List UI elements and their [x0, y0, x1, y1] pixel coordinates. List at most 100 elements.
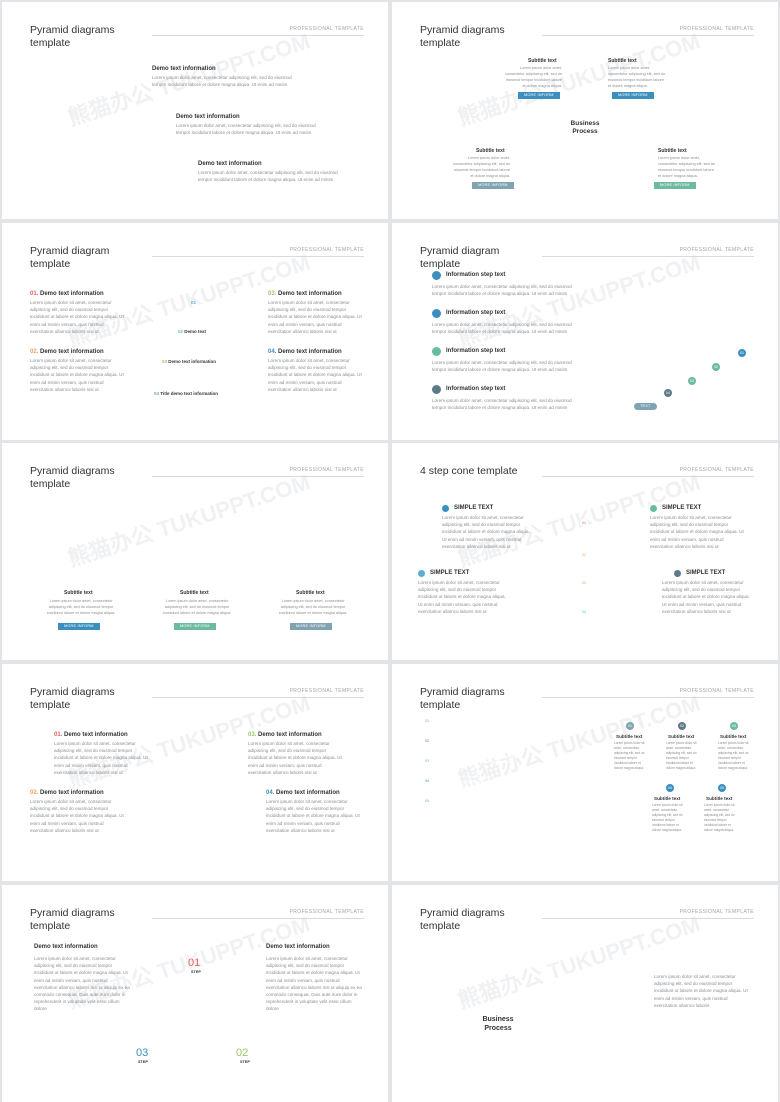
- item-heading: 03. Demo text information: [248, 732, 322, 738]
- simple-body: Lorem ipsum dolor sit amet, consectetur …: [662, 580, 750, 614]
- item-heading: Demo text information: [152, 66, 216, 72]
- more-inform-button[interactable]: MORE INFORM: [654, 182, 696, 189]
- slide-title: Pyramid diagram template: [420, 245, 500, 270]
- more-inform-button[interactable]: MORE INFORM: [58, 623, 100, 630]
- simple-body: Lorem ipsum dolor sit amet, consectetur …: [442, 515, 530, 549]
- item-body: Lorem ipsum dolor amet, consectetur adip…: [176, 123, 316, 136]
- item-body: Lorem ipsum dolor amet, consectetur adip…: [198, 170, 338, 183]
- item-heading: 01. Demo text information: [54, 732, 128, 738]
- bar-number-4: 04: [423, 777, 431, 785]
- slide-2[interactable]: Pyramid diagrams template PROFESSIONAL T…: [392, 2, 778, 219]
- process-number-1: 01: [578, 92, 589, 102]
- more-inform-button[interactable]: MORE INFORM: [612, 92, 654, 99]
- step-number-3: 03: [136, 1047, 149, 1059]
- slide-6[interactable]: 4 step cone template PROFESSIONAL TEMPLA…: [392, 443, 778, 660]
- slide-1[interactable]: Pyramid diagrams template PROFESSIONAL T…: [2, 2, 388, 219]
- bar-number-3: 03: [423, 757, 431, 765]
- template-tag: PROFESSIONAL TEMPLATE: [679, 467, 754, 473]
- step-heading: Information step text: [446, 310, 506, 316]
- step-label-1: STEP: [191, 970, 201, 974]
- simple-heading: SIMPLE TEXT: [662, 505, 702, 511]
- item-heading: Demo text information: [34, 944, 98, 950]
- subtitle-number-3: 03: [618, 1028, 631, 1040]
- slide-3[interactable]: Pyramid diagram template PROFESSIONAL TE…: [2, 223, 388, 440]
- subtitle-number-1: 01: [568, 942, 581, 954]
- subtitle-body: Lorem ipsum dolor amet, consectetur adip…: [608, 66, 665, 88]
- subtitle-heading: Subtitle text: [180, 590, 209, 596]
- text-label: TEXT: [634, 403, 657, 410]
- item-heading: 01. Demo text information: [30, 291, 104, 297]
- bullet-dot: [650, 505, 657, 512]
- divider: [152, 918, 364, 919]
- divider: [152, 35, 364, 36]
- subtitle-heading: Subtitle text: [658, 148, 687, 154]
- template-tag: PROFESSIONAL TEMPLATE: [679, 247, 754, 253]
- simple-heading: SIMPLE TEXT: [430, 570, 470, 576]
- slide-5[interactable]: Pyramid diagrams template PROFESSIONAL T…: [2, 443, 388, 660]
- subtitle-heading: Subtitle text: [476, 148, 505, 154]
- template-tag: PROFESSIONAL TEMPLATE: [289, 247, 364, 253]
- slide-7[interactable]: Pyramid diagrams template PROFESSIONAL T…: [2, 664, 388, 881]
- more-inform-button[interactable]: MORE INFORM: [290, 623, 332, 630]
- item-heading: 03. Demo text information: [268, 291, 342, 297]
- item-body: Lorem ipsum dolor sit amet, consectetur …: [268, 300, 362, 334]
- step-marker-4: 04: [664, 389, 672, 397]
- item-heading: 02. Demo text information: [30, 349, 104, 355]
- subtitle-heading: Subtitle text: [616, 734, 643, 739]
- cone-number-1: 01: [580, 519, 588, 527]
- item-heading: 04. Demo text information: [266, 790, 340, 796]
- item-body: Lorem ipsum dolor sit amet, consectetur …: [248, 741, 342, 775]
- subtitle-body: Lorem ipsum dolor amet, consectetur adip…: [278, 599, 348, 615]
- template-tag: PROFESSIONAL TEMPLATE: [679, 26, 754, 32]
- more-inform-button[interactable]: MORE INFORM: [472, 182, 514, 189]
- divider: [542, 918, 754, 919]
- bar-number-1: 01: [423, 717, 431, 725]
- step-number-2: 02: [236, 1047, 249, 1059]
- subtitle-heading: Subtitle text: [706, 796, 733, 801]
- step-body: Lorem ipsum dolor amet, consectetur adip…: [432, 322, 572, 335]
- more-inform-button[interactable]: MORE INFORM: [174, 623, 216, 630]
- pyramid-number-3: 03: [118, 169, 127, 178]
- step-number-1: 01: [188, 957, 201, 969]
- pyramid-number-1: 01: [118, 79, 127, 88]
- step-label-2: STEP: [240, 1060, 250, 1064]
- subtitle-body: Lorem ipsum dolor amet, consectetur adip…: [162, 599, 232, 615]
- subtitle-heading: Subtitle text: [296, 590, 325, 596]
- process-center-title: Business Process: [482, 1016, 514, 1032]
- step-dot: [432, 309, 441, 318]
- item-body: Lorem ipsum dolor sit amet, consectetur …: [266, 956, 362, 1012]
- slide-title: Pyramid diagrams template: [420, 24, 505, 49]
- slide-10[interactable]: Pyramid diagrams template PROFESSIONAL T…: [392, 885, 778, 1102]
- more-inform-button[interactable]: MORE INFORM: [518, 92, 560, 99]
- subtitle-body: Lorem ipsum dolor sit amet, consectetur …: [552, 993, 592, 1012]
- process-number-2: 02: [610, 148, 621, 158]
- subtitle-body: Lorem ipsum dolor sit amet, consectetur …: [704, 803, 735, 832]
- step-dot: [432, 347, 441, 356]
- step-dot: [432, 385, 441, 394]
- slide-9[interactable]: Pyramid diagrams template PROFESSIONAL T…: [2, 885, 388, 1102]
- step-label: STEP: [596, 998, 606, 1002]
- cone-number-2: 02: [580, 551, 588, 559]
- step-body: Lorem ipsum dolor amet, consectetur adip…: [432, 284, 572, 297]
- subtitle-body: Lorem ipsum dolor sit amet, consectetur …: [530, 950, 570, 969]
- slide-4[interactable]: Pyramid diagram template PROFESSIONAL TE…: [392, 223, 778, 440]
- bullet-dot: [442, 505, 449, 512]
- cone-number-4: 04: [580, 608, 588, 616]
- slide-title: Pyramid diagrams template: [30, 465, 115, 490]
- subtitle-body: Lorem ipsum dolor amet, consectetur adip…: [46, 599, 116, 615]
- item-body: Lorem ipsum dolor sit amet, consectetur …: [266, 799, 360, 833]
- slide-8[interactable]: Pyramid diagrams template PROFESSIONAL T…: [392, 664, 778, 881]
- bar-number-2: 02: [423, 737, 431, 745]
- item-body: Lorem ipsum dolor sit amet, consectetur …: [268, 358, 362, 392]
- slide-title: Pyramid diagrams template: [30, 907, 115, 932]
- item-body: Lorem ipsum dolor sit amet, consectetur …: [30, 358, 124, 392]
- step-dot: [432, 271, 441, 280]
- divider: [542, 256, 754, 257]
- template-tag: PROFESSIONAL TEMPLATE: [289, 909, 364, 915]
- bar-text: Lorem ipsum dolor sit amet, consectetur …: [434, 715, 542, 724]
- subtitle-number: 03: [730, 722, 738, 730]
- simple-body: Lorem ipsum dolor sit amet, consectetur …: [418, 580, 506, 614]
- divider: [152, 256, 364, 257]
- process-center-title: Business Process: [570, 120, 600, 135]
- subtitle-number: 02: [678, 722, 686, 730]
